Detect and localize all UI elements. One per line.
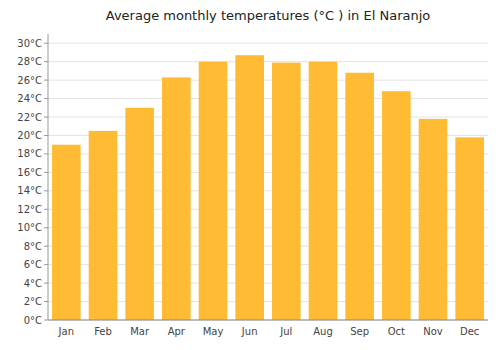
x-tick-label: Aug [313, 326, 333, 337]
y-tick [44, 190, 48, 191]
y-tick [44, 209, 48, 210]
x-tick-label: Jan [58, 326, 74, 337]
x-tick-label: Mar [130, 326, 150, 337]
grid [48, 43, 488, 320]
y-tick [44, 227, 48, 228]
y-tick [44, 153, 48, 154]
y-tick-label: 0°C [24, 315, 42, 326]
chart: Average monthly temperatures (°C ) in El… [0, 0, 500, 350]
bar [235, 55, 264, 320]
y-tick [44, 172, 48, 173]
y-tick [44, 98, 48, 99]
y-tick [44, 80, 48, 81]
x-tick-label: Sep [350, 326, 369, 337]
bar [309, 62, 338, 320]
y-tick-label: 6°C [24, 259, 42, 270]
y-tick [44, 264, 48, 265]
bar [382, 91, 411, 320]
x-axis-line [48, 320, 488, 321]
bar [455, 137, 484, 320]
y-tick [44, 61, 48, 62]
y-tick-label: 10°C [17, 222, 42, 233]
grid-line [48, 320, 488, 321]
x-tick-label: Jul [279, 326, 292, 337]
grid-line [48, 61, 488, 62]
y-tick-label: 4°C [24, 278, 42, 289]
x-tick-label: Dec [460, 326, 479, 337]
x-tick-label: Nov [423, 326, 443, 337]
y-tick-label: 30°C [17, 38, 42, 49]
y-tick [44, 135, 48, 136]
grid-line [48, 80, 488, 81]
y-tick-label: 20°C [17, 130, 42, 141]
bar [125, 108, 154, 320]
y-tick [44, 43, 48, 44]
y-tick-label: 22°C [17, 112, 42, 123]
bar [52, 145, 81, 320]
grid-line [48, 98, 488, 99]
y-tick-label: 24°C [17, 93, 42, 104]
bar [272, 63, 301, 320]
x-axis: Jan Feb Mar Apr May Jun Jul Aug Sep Oct Nov Dec [48, 320, 488, 337]
bar [419, 119, 448, 320]
y-tick-label: 2°C [24, 296, 42, 307]
bars [52, 55, 484, 320]
bar [345, 73, 374, 320]
y-tick [44, 283, 48, 284]
grid-line [48, 43, 488, 44]
x-tick-label: May [203, 326, 224, 337]
y-tick-label: 8°C [24, 241, 42, 252]
grid-line [48, 117, 488, 118]
y-tick [44, 246, 48, 247]
x-tick-label: Apr [168, 326, 186, 337]
bar [199, 62, 228, 320]
bar [89, 131, 118, 320]
x-tick-label: Oct [388, 326, 405, 337]
y-axis: 0°C 2°C 4°C 6°C 8°C 10°C 12°C 14°C 16°C 18°C 20°C 2… [17, 34, 48, 326]
y-tick [44, 117, 48, 118]
y-tick-label: 12°C [17, 204, 42, 215]
y-axis-line [48, 34, 49, 320]
y-tick-label: 18°C [17, 148, 42, 159]
y-tick-label: 28°C [17, 56, 42, 67]
title: Average monthly temperatures (°C ) in El… [106, 8, 431, 23]
y-tick [44, 320, 48, 321]
chart-container: Average monthly temperatures (°C ) in El… [0, 0, 500, 350]
y-tick-label: 16°C [17, 167, 42, 178]
bar [162, 77, 191, 320]
y-tick [44, 301, 48, 302]
y-tick-label: 14°C [17, 185, 42, 196]
x-tick-label: Feb [94, 326, 112, 337]
x-tick-label: Jun [241, 326, 258, 337]
y-tick-label: 26°C [17, 75, 42, 86]
